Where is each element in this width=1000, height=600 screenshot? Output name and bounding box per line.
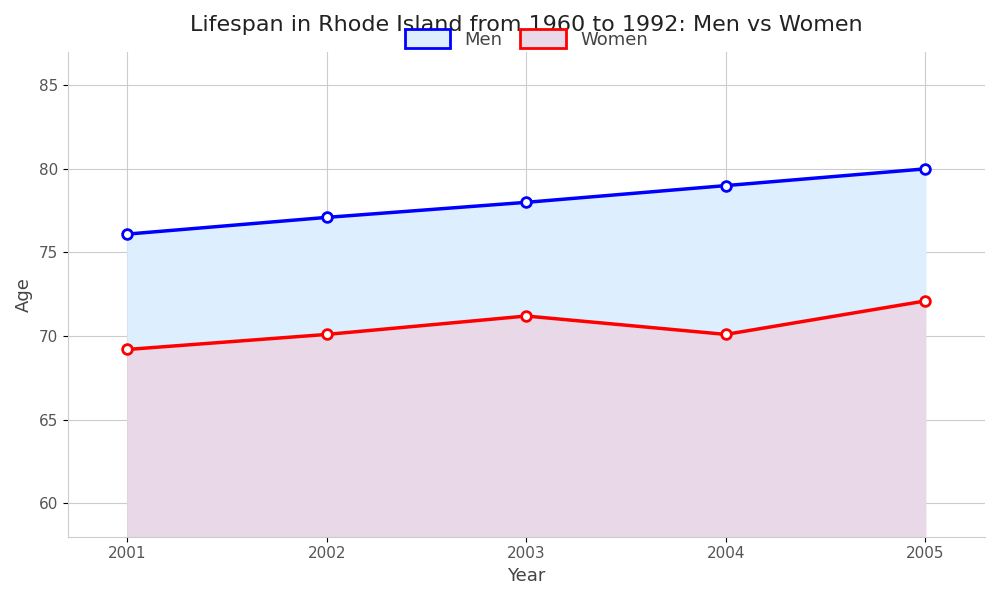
- Y-axis label: Age: Age: [15, 277, 33, 312]
- Legend: Men, Women: Men, Women: [398, 22, 655, 56]
- Title: Lifespan in Rhode Island from 1960 to 1992: Men vs Women: Lifespan in Rhode Island from 1960 to 19…: [190, 15, 863, 35]
- X-axis label: Year: Year: [507, 567, 546, 585]
